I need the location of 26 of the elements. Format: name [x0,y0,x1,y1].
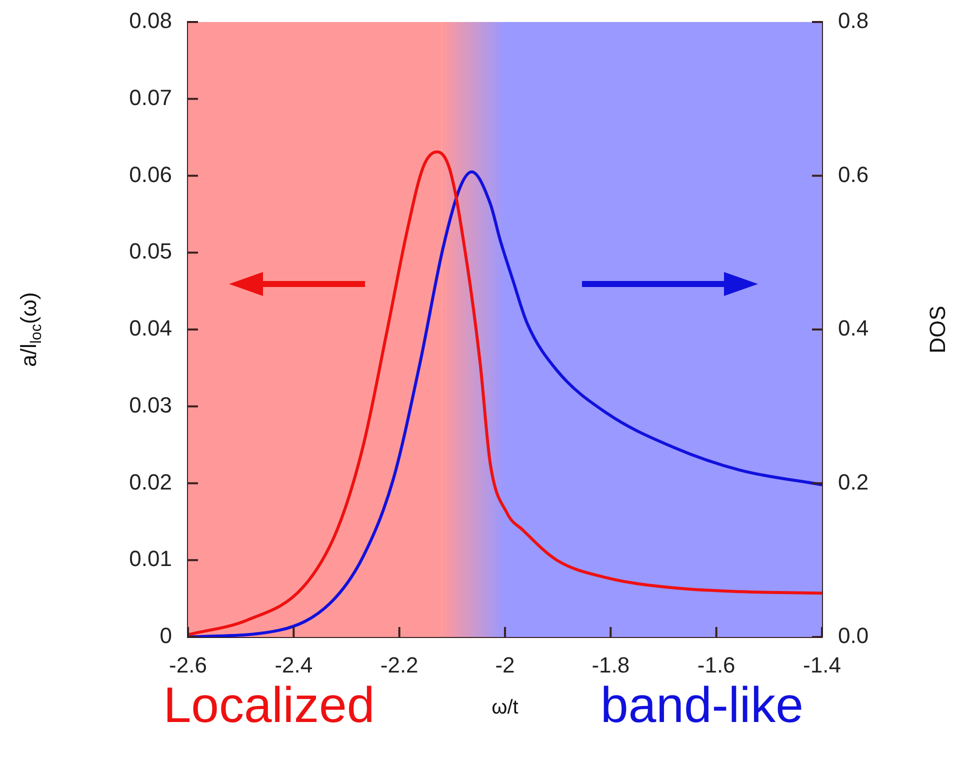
y-tick-label: 0.02 [129,469,172,494]
text: Localized [163,676,375,733]
y-tick-label: 0.07 [129,84,172,110]
y-tick-label: 0 [160,623,172,648]
y2-axis-title: DOS [925,306,950,354]
x-tick-label: -1.8 [592,652,630,678]
x-tick-label: -1.4 [803,652,841,678]
x-tick-label: -2.2 [380,652,418,678]
x-tick-label: -2 [495,652,515,678]
x-tick-label: -2.4 [274,652,313,678]
text: band-like [600,676,804,733]
y2-tick-label: 0.8 [838,8,869,34]
y2-tick-label: 0.4 [838,316,869,341]
y-axis-title: a/lloc(ω) [16,292,45,367]
y2-tick-label: 0.6 [838,162,869,187]
y-tick-label: 0.06 [129,162,172,187]
x-tick-label: -2.6 [169,652,207,678]
x-tick-label: -1.6 [697,652,736,678]
y-tick-label: 0.04 [129,316,172,341]
y-tick-label: 0.08 [129,8,172,34]
y-tick-label: 0.05 [129,238,172,264]
y2-tick-label: 0.0 [838,623,869,648]
y-tick-label: 0.03 [129,392,172,418]
y-tick-label: 0.01 [129,546,172,572]
x-axis-title: ω/t [492,696,519,719]
y2-tick-label: 0.2 [838,469,869,494]
